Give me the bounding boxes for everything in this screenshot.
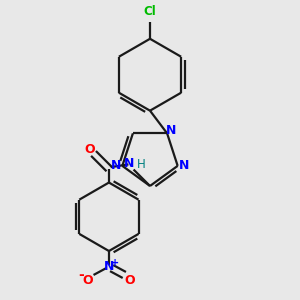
Text: N: N [178, 159, 189, 172]
Text: N: N [104, 260, 114, 273]
Text: N: N [124, 157, 135, 169]
Text: -: - [79, 268, 84, 282]
Text: +: + [111, 258, 119, 268]
Text: N: N [111, 159, 122, 172]
Text: O: O [125, 274, 136, 286]
Text: O: O [84, 143, 95, 156]
Text: Cl: Cl [144, 5, 156, 18]
Text: N: N [166, 124, 176, 137]
Text: O: O [82, 274, 93, 286]
Text: H: H [136, 158, 145, 171]
